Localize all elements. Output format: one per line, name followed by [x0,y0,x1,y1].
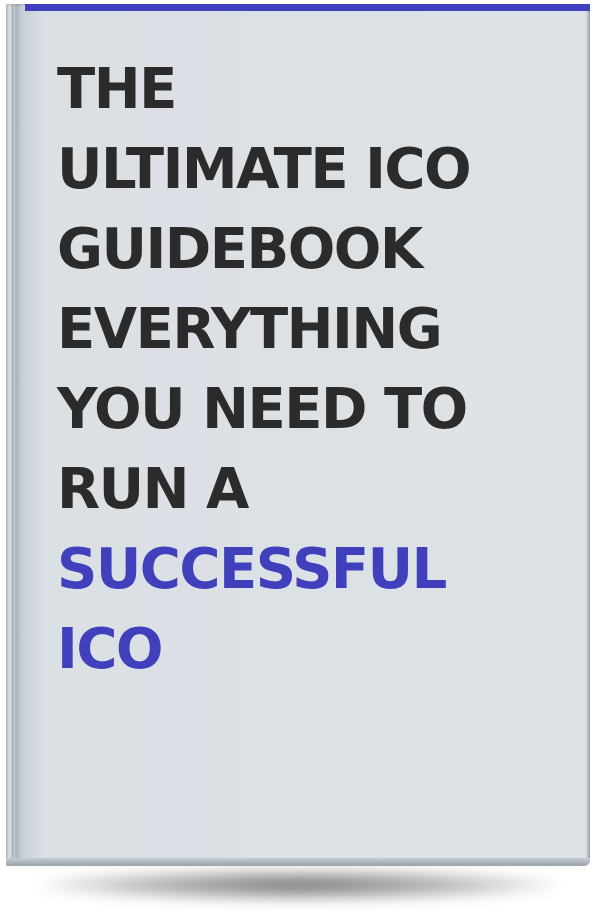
title-line: YOU NEED TO [57,377,468,442]
title-line: RUN A [57,457,249,522]
book-shadow [38,868,558,902]
title-line: EVERYTHING [57,297,443,362]
title-line: ULTIMATE ICO [57,137,472,202]
book-spine [12,4,15,862]
cover-top-accent-band [25,4,590,11]
title-line: THE [57,57,177,122]
title-accent-line: SUCCESSFUL [57,537,447,602]
title-line: GUIDEBOOK [57,217,423,282]
title-accent-line: ICO [57,617,164,682]
book-bottom-edge [6,858,590,866]
cover-title: THE ULTIMATE ICO GUIDEBOOK EVERYTHING YO… [57,50,472,690]
book-cover [6,4,590,866]
